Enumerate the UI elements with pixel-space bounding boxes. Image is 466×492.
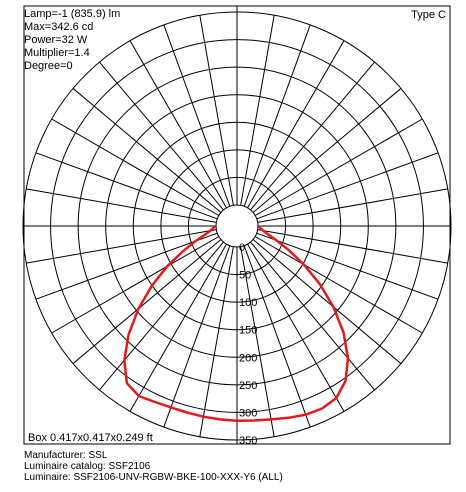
grid-spoke bbox=[240, 15, 275, 206]
grid-spoke bbox=[129, 243, 227, 412]
grid-spoke bbox=[72, 239, 222, 364]
grid-spoke bbox=[250, 241, 375, 391]
ring-label: 300 bbox=[239, 407, 257, 419]
grid-spoke bbox=[99, 61, 224, 211]
type-label: Type C bbox=[411, 9, 446, 21]
grid-spoke bbox=[26, 188, 217, 223]
ring-label: 150 bbox=[239, 325, 257, 337]
grid-spoke bbox=[250, 61, 375, 211]
ring-label: 200 bbox=[239, 352, 257, 364]
grid-spoke bbox=[247, 243, 345, 412]
grid-ring bbox=[215, 204, 259, 248]
ring-labels: 0 50 100 150 200 250 300 350 bbox=[239, 242, 257, 447]
luminaire-text: Luminaire: SSF2106-UNV-RGBW-BKE-100-XXX-… bbox=[24, 472, 283, 483]
grid-spoke bbox=[163, 24, 231, 207]
ring-label: 250 bbox=[239, 380, 257, 392]
grid-spoke bbox=[26, 229, 217, 264]
grid-spoke bbox=[256, 152, 439, 220]
lamp-info-line: Degree=0 bbox=[24, 60, 73, 72]
grid-spoke bbox=[35, 152, 218, 220]
grid-spoke bbox=[163, 245, 231, 428]
grid-spoke bbox=[256, 232, 439, 300]
grid-spoke bbox=[199, 15, 234, 206]
grid-spoke bbox=[35, 232, 218, 300]
grid-spoke bbox=[51, 118, 220, 216]
grid-spoke bbox=[129, 40, 227, 209]
grid-spoke bbox=[243, 245, 311, 428]
grid-spoke bbox=[51, 236, 220, 334]
grid-spoke bbox=[240, 246, 275, 437]
polar-grid bbox=[22, 6, 452, 444]
lamp-info-line: Lamp=-1 (835.9) lm bbox=[24, 8, 121, 20]
grid-spoke bbox=[199, 246, 234, 437]
grid-spoke bbox=[72, 88, 222, 213]
footer-info: Manufacturer: SSL Luminaire catalog: SSF… bbox=[24, 450, 283, 483]
grid-spoke bbox=[252, 239, 402, 364]
grid-spoke bbox=[252, 88, 402, 213]
grid-spoke bbox=[257, 188, 448, 223]
lamp-info-line: Multiplier=1.4 bbox=[24, 47, 90, 59]
lamp-info-line: Max=342.6 cd bbox=[24, 21, 94, 33]
box-dimensions-label: Box 0.417x0.417x0.249 ft bbox=[28, 432, 153, 444]
grid-spoke bbox=[254, 118, 423, 216]
lamp-info: Lamp=-1 (835.9) lm Max=342.6 cd Power=32… bbox=[24, 8, 120, 73]
lamp-info-line: Power=32 W bbox=[24, 34, 88, 46]
intensity-curves bbox=[123, 225, 350, 422]
intensity-curve bbox=[123, 225, 350, 422]
grid-spoke bbox=[243, 24, 311, 207]
grid-spoke bbox=[247, 40, 345, 209]
ring-label: 100 bbox=[239, 297, 257, 309]
ring-label: 350 bbox=[239, 435, 257, 447]
grid-spoke bbox=[257, 229, 448, 264]
ring-label: 50 bbox=[239, 270, 251, 282]
grid-spoke bbox=[254, 236, 423, 334]
grid-spoke bbox=[99, 241, 224, 391]
ring-label: 0 bbox=[239, 242, 245, 254]
catalog-text: Luminaire catalog: SSF2106 bbox=[24, 461, 151, 472]
manufacturer-text: Manufacturer: SSL bbox=[24, 450, 108, 461]
